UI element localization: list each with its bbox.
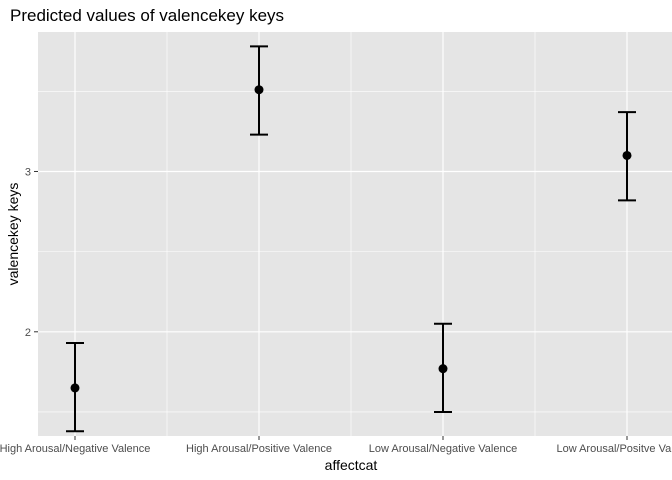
y-tick-label: 2 [25,327,31,339]
grid-lines [38,32,672,436]
x-tick-label: High Arousal/Positive Valence [186,443,332,455]
data-point [254,85,264,95]
x-tick-label: Low Arousal/Positve Valence [556,443,672,455]
y-axis-title: valencekey keys [5,183,21,286]
y-axis: 23 [25,166,38,339]
x-tick-label: High Arousal/Negative Valence [0,443,150,455]
plot-panel [38,32,672,436]
x-tick-label: Low Arousal/Negative Valence [369,443,517,455]
data-point [438,364,448,374]
data-point [70,383,80,393]
x-axis: High Arousal/Negative Valence High Arousa… [0,436,672,455]
x-axis-title: affectcat [325,457,378,473]
y-tick-label: 3 [25,166,31,178]
data-point [622,150,632,160]
chart-title: Predicted values of valencekey keys [10,6,284,25]
data-marks [66,45,636,433]
